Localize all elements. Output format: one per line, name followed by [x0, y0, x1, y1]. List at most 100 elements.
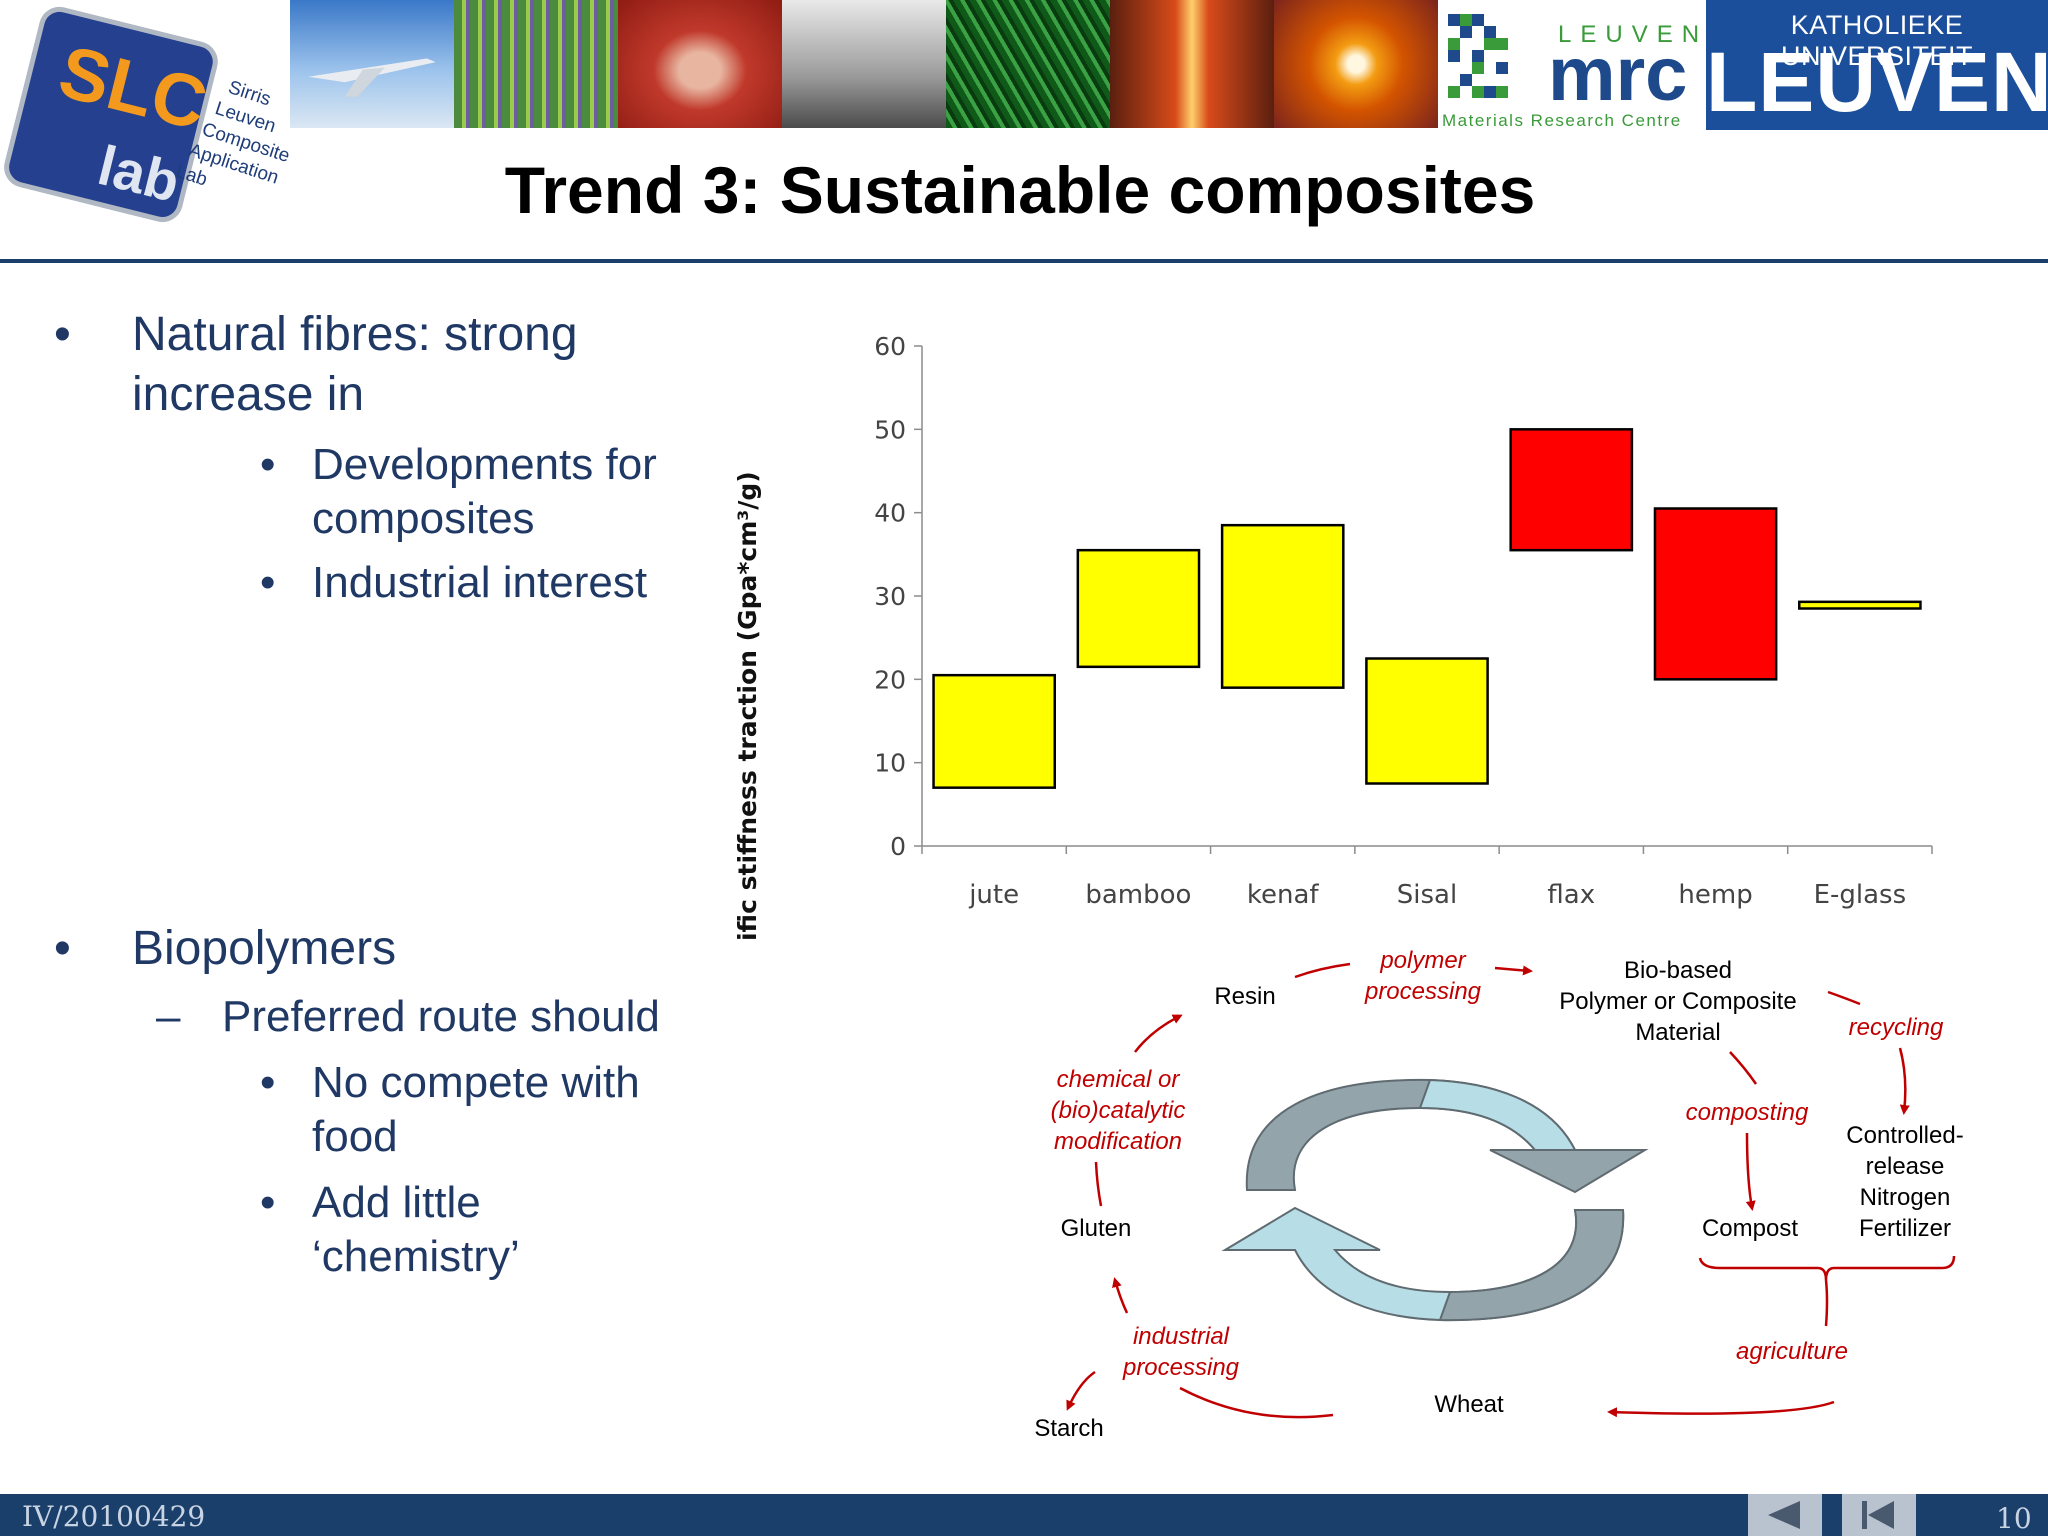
bullet-developments-line2: composites — [312, 494, 535, 543]
node-material-line2: Polymer or Composite — [1559, 988, 1796, 1015]
airplane-photo — [290, 0, 454, 128]
mrc-leuven-text: LEUVEN — [1558, 21, 1704, 48]
chart-y-ticks: 0 10 20 30 40 50 60 — [874, 332, 922, 861]
bullet-dot: • — [260, 558, 276, 607]
bullet-natural-fibres-line2: increase in — [132, 368, 365, 421]
mrc-main-text: mrc — [1548, 32, 1687, 117]
bullet-no-compete-line2: food — [312, 1112, 398, 1161]
title-divider — [0, 259, 2048, 263]
first-slide-button[interactable] — [1842, 1494, 1916, 1536]
process-chemical-line1: chemical or — [1057, 1066, 1181, 1093]
arrow-gluten-to-chemical — [1094, 1161, 1103, 1207]
triangle-left-icon — [1768, 1501, 1800, 1529]
x-tick-label-jute: jute — [968, 880, 1019, 910]
process-recycling: recycling — [1849, 1014, 1944, 1041]
bullet-natural-fibres-line1: Natural fibres: strong — [132, 308, 578, 361]
bullet-no-compete-line1: No compete with — [312, 1058, 640, 1107]
process-agriculture: agriculture — [1736, 1338, 1848, 1365]
bullet-dash: – — [156, 992, 181, 1041]
mrc-logo: LEUVEN mrc Materials Research Centre — [1442, 14, 1704, 130]
upper-cycle-arrow — [1245, 1078, 1649, 1194]
slc-lab-logo: SLC lab Sirris Leuven Composite Applicat… — [4, 6, 292, 223]
wheat-biopolymer-cycle-diagram: Resin Bio-based Polymer or Composite Mat… — [1034, 947, 1963, 1442]
bar-jute — [932, 673, 1056, 789]
bar-flax — [1509, 428, 1634, 552]
process-composting: composting — [1686, 1099, 1809, 1126]
process-chemical-line2: (bio)catalytic — [1051, 1097, 1186, 1124]
header-photo-banner — [290, 0, 1438, 128]
arrow-material-to-composting — [1729, 1051, 1758, 1085]
node-wheat: Wheat — [1434, 1391, 1504, 1418]
bar-sisal — [1365, 657, 1489, 785]
nanotube-photo — [946, 0, 1110, 128]
bracket-compost-fertilizer — [1698, 1255, 1956, 1281]
bullet-biopolymers: Biopolymers — [132, 922, 397, 975]
footer-bar — [0, 1494, 2048, 1536]
process-industrial-line1: industrial — [1133, 1323, 1230, 1350]
heat-ring-photo — [1274, 0, 1438, 128]
chart-x-ticks: jute bamboo kenaf Sisal flax hemp E-glass — [921, 846, 1933, 910]
node-material-line1: Bio-based — [1624, 957, 1732, 984]
arrow-wheat-to-industrial — [1179, 1386, 1334, 1419]
node-material-line3: Material — [1635, 1019, 1720, 1046]
process-industrial-line2: processing — [1122, 1354, 1240, 1381]
bar-hemp — [1653, 507, 1778, 681]
bar-bamboo — [1076, 548, 1201, 669]
y-tick-label: 30 — [874, 582, 906, 611]
node-fertilizer-line1: Controlled- — [1846, 1122, 1963, 1149]
kul-main-text: LEUVEN — [1706, 35, 2048, 129]
x-tick-label-kenaf: kenaf — [1247, 880, 1320, 910]
arrow-composting-to-compost — [1745, 1132, 1756, 1211]
mrc-sub-text: Materials Research Centre — [1442, 111, 1682, 130]
x-tick-label-e-glass: E-glass — [1814, 880, 1907, 910]
bullet-add-chemistry-line1: Add little — [312, 1178, 481, 1227]
y-tick-label: 20 — [874, 665, 906, 694]
bullet-dot: • — [260, 1058, 276, 1107]
arrow-bracket-to-agriculture — [1824, 1279, 1829, 1327]
arrow-industrial-to-gluten — [1112, 1277, 1129, 1314]
y-tick-label: 50 — [874, 415, 906, 444]
bullet-industrial-interest: Industrial interest — [312, 558, 648, 607]
kul-top-text: KATHOLIEKE UNIVERSITEIT — [1780, 10, 1974, 71]
x-tick-label-flax: flax — [1547, 880, 1595, 910]
node-resin: Resin — [1214, 983, 1275, 1010]
arrow-polymer-to-material — [1494, 965, 1533, 976]
process-chemical-line3: modification — [1054, 1128, 1182, 1155]
chart-bars — [932, 428, 1922, 789]
stiffness-range-chart: 0 10 20 30 40 50 60 jute bamboo kenaf Sisal flax he… — [733, 332, 1933, 940]
chart-y-axis-label: Specific stiffness traction (Gpa*cm³/g) — [733, 471, 762, 940]
bullet-dot: • — [260, 440, 276, 489]
previous-slide-button[interactable] — [1748, 1494, 1822, 1536]
node-fertilizer-line4: Fertilizer — [1859, 1215, 1951, 1242]
node-fertilizer-line3: Nitrogen — [1860, 1184, 1951, 1211]
node-gluten: Gluten — [1061, 1215, 1132, 1242]
arrow-resin-to-polymer — [1294, 962, 1351, 979]
footer-date: IV/20100429 — [22, 1500, 206, 1533]
y-tick-label: 10 — [874, 749, 906, 778]
process-polymer-line2: processing — [1364, 978, 1482, 1005]
page-number: 10 — [1996, 1502, 2032, 1535]
ku-leuven-logo: KATHOLIEKE UNIVERSITEIT LEUVEN — [1706, 0, 2048, 130]
arrow-industrial-to-starch — [1066, 1370, 1096, 1411]
x-tick-label-hemp: hemp — [1678, 880, 1752, 910]
y-tick-label: 60 — [874, 332, 906, 361]
furnace-photo — [1110, 0, 1274, 128]
bullet-dot: • — [260, 1178, 276, 1227]
process-arrows — [1066, 962, 1956, 1419]
arrow-material-to-recycling — [1827, 990, 1861, 1006]
arrow-agriculture-to-wheat — [1607, 1400, 1835, 1418]
slide-title: Trend 3: Sustainable composites — [504, 153, 1536, 227]
bar-e-glass — [1798, 600, 1922, 610]
bullet-preferred-route: Preferred route should — [222, 992, 660, 1041]
y-tick-label: 0 — [890, 832, 906, 861]
bullet-dot: • — [54, 308, 71, 361]
node-compost: Compost — [1702, 1215, 1798, 1242]
bar-kenaf — [1220, 523, 1345, 689]
x-tick-label-sisal: Sisal — [1397, 880, 1457, 910]
circuit-photo — [454, 0, 618, 128]
bullet-dot: • — [54, 922, 71, 975]
bullet-add-chemistry-line2: ‘chemistry’ — [312, 1232, 520, 1281]
process-polymer-line1: polymer — [1379, 947, 1466, 974]
arrow-chemical-to-resin — [1134, 1014, 1183, 1053]
bullet-developments-line1: Developments for — [312, 440, 657, 489]
